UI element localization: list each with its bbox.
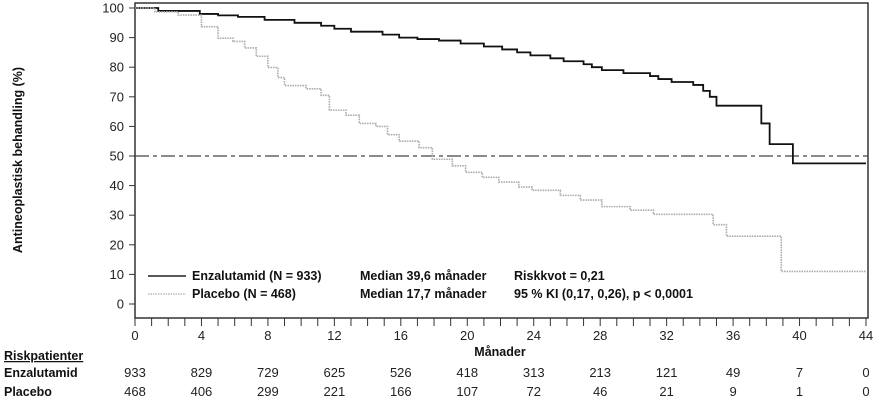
risk-table-value: 933 [124,365,146,380]
y-axis-label: Antineoplastisk behandling (%) [11,67,25,253]
plot-frame [134,2,869,319]
risk-table-title: Riskpatienter [4,349,83,363]
confidence-interval: 95 % KI (0,17, 0,26), p < 0,0001 [514,287,693,301]
x-tick-label: 40 [792,328,806,343]
x-tick-label: 20 [460,328,474,343]
risk-table-value: 829 [191,365,213,380]
legend-label-placebo: Placebo (N = 468) [192,287,296,301]
risk-table-value: 9 [729,384,736,399]
x-tick-label: 44 [859,328,873,343]
x-axis-label: Månader [474,345,526,359]
risk-table-value: 0 [862,384,869,399]
x-tick-label: 0 [131,328,138,343]
risk-table-value: 49 [726,365,740,380]
risk-table-value: 213 [589,365,611,380]
y-tick-label: 80 [110,60,124,75]
risk-table-value: 625 [324,365,346,380]
risk-table-value: 0 [862,365,869,380]
risk-table-value: 729 [257,365,279,380]
median-enzalutamid: Median 39,6 månader [360,269,487,283]
placebo-survival-curve [135,7,866,273]
median-placebo: Median 17,7 månader [360,287,487,301]
y-tick-label: 30 [110,208,124,223]
risk-table-value: 418 [456,365,478,380]
risk-table-value: 406 [191,384,213,399]
risk-table-value: 21 [659,384,673,399]
hazard-ratio: Riskkvot = 0,21 [514,269,605,283]
y-tick-label: 100 [102,1,124,16]
enzalutamid-survival-curve [135,7,866,165]
y-tick-label: 40 [110,178,124,193]
x-tick-label: 36 [726,328,740,343]
risk-row-label-placebo: Placebo [4,385,52,399]
y-tick-label: 20 [110,237,124,252]
x-tick-label: 16 [394,328,408,343]
risk-row-label-enzalutamid: Enzalutamid [4,366,78,380]
risk-table-value: 121 [656,365,678,380]
y-tick-label: 70 [110,89,124,104]
risk-table-value: 1 [796,384,803,399]
risk-table-value: 166 [390,384,412,399]
x-tick-label: 24 [526,328,540,343]
risk-table-value: 107 [456,384,478,399]
risk-table-value: 299 [257,384,279,399]
risk-table-value: 313 [523,365,545,380]
risk-table-value: 46 [593,384,607,399]
x-tick-label: 8 [264,328,271,343]
y-tick-label: 50 [110,149,124,164]
x-tick-label: 4 [198,328,205,343]
risk-table-value: 526 [390,365,412,380]
risk-table-value: 221 [324,384,346,399]
y-tick-label: 10 [110,267,124,282]
x-tick-label: 12 [327,328,341,343]
risk-table-value: 7 [796,365,803,380]
x-tick-label: 28 [593,328,607,343]
y-tick-label: 0 [117,297,124,312]
risk-table-value: 72 [526,384,540,399]
y-tick-label: 90 [110,30,124,45]
legend: Enzalutamid (N = 933) Placebo (N = 468) … [148,269,693,301]
y-tick-label: 60 [110,119,124,134]
legend-label-enzalutamid: Enzalutamid (N = 933) [192,269,322,283]
risk-table-value: 468 [124,384,146,399]
x-tick-label: 32 [659,328,673,343]
